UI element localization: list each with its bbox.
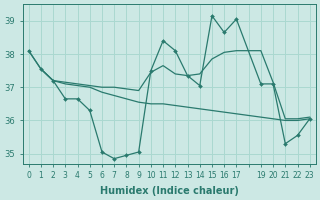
X-axis label: Humidex (Indice chaleur): Humidex (Indice chaleur) — [100, 186, 239, 196]
